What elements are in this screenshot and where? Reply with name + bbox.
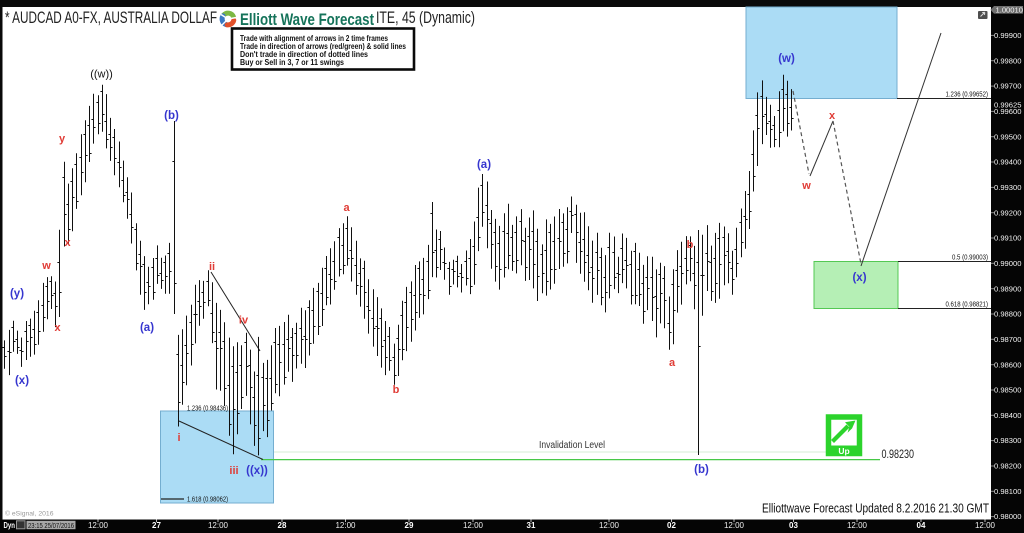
svg-text:0.99300: 0.99300: [994, 183, 1021, 192]
svg-text:0.99400: 0.99400: [994, 158, 1021, 167]
svg-text:w: w: [801, 180, 811, 192]
svg-text:i: i: [177, 432, 180, 444]
svg-text:1.236 (0.98436): 1.236 (0.98436): [187, 404, 228, 413]
svg-text:x: x: [54, 322, 61, 334]
svg-text:0.98100: 0.98100: [994, 487, 1021, 496]
svg-text:0.99625: 0.99625: [994, 101, 1021, 110]
svg-text:(y): (y): [10, 288, 24, 300]
svg-text:0.98500: 0.98500: [994, 386, 1021, 395]
svg-text:(x): (x): [852, 272, 866, 284]
svg-text:((w)): ((w)): [90, 69, 113, 81]
svg-text:12:00: 12:00: [847, 521, 868, 530]
svg-text:Don't trade in direction of do: Don't trade in direction of dotted lines: [240, 50, 368, 59]
svg-text:12:00: 12:00: [88, 521, 109, 530]
svg-text:0.98700: 0.98700: [994, 335, 1021, 344]
svg-text:0.618 (0.98821): 0.618 (0.98821): [946, 300, 989, 309]
svg-text:0.99100: 0.99100: [994, 234, 1021, 243]
svg-text:iii: iii: [229, 465, 238, 477]
svg-text:1.236 (0.99652): 1.236 (0.99652): [946, 90, 989, 99]
svg-text:12:00: 12:00: [599, 521, 620, 530]
svg-text:12:00: 12:00: [208, 521, 229, 530]
svg-text:27: 27: [152, 521, 161, 530]
svg-text:1.00010: 1.00010: [996, 6, 1023, 15]
svg-text:0.99200: 0.99200: [994, 208, 1021, 217]
svg-text:04: 04: [917, 521, 926, 530]
svg-text:(b): (b): [694, 464, 709, 476]
svg-text:0.98000: 0.98000: [994, 512, 1021, 521]
svg-text:ITE, 45 (Dynamic): ITE, 45 (Dynamic): [376, 9, 475, 27]
svg-text:1.618 (0.98062): 1.618 (0.98062): [187, 495, 228, 504]
svg-text:x: x: [829, 110, 836, 122]
svg-text:0.99500: 0.99500: [994, 132, 1021, 141]
svg-text:0.98300: 0.98300: [994, 436, 1021, 445]
svg-text:(w): (w): [778, 53, 795, 65]
svg-text:28: 28: [278, 521, 287, 530]
svg-text:0.98400: 0.98400: [994, 411, 1021, 420]
svg-text:0.98900: 0.98900: [994, 284, 1021, 293]
svg-text:(a): (a): [140, 322, 154, 334]
svg-text:* AUDCAD A0-FX, AUSTRALIA DOLL: * AUDCAD A0-FX, AUSTRALIA DOLLAF: [5, 9, 217, 27]
svg-text:© eSignal, 2016: © eSignal, 2016: [5, 510, 54, 518]
svg-text:Elliottwave Forecast Updated 8: Elliottwave Forecast Updated 8.2.2016 21…: [762, 502, 989, 516]
svg-text:a: a: [669, 357, 676, 369]
svg-text:(b): (b): [164, 110, 179, 122]
svg-text:31: 31: [527, 521, 536, 530]
svg-text:iv: iv: [239, 315, 249, 327]
svg-text:b: b: [393, 384, 400, 396]
svg-text:0.99600: 0.99600: [994, 107, 1021, 116]
svg-text:0.99800: 0.99800: [994, 56, 1021, 65]
svg-text:(a): (a): [477, 159, 491, 171]
svg-text:Invalidation Level: Invalidation Level: [539, 440, 605, 451]
svg-text:0.98230: 0.98230: [882, 447, 915, 461]
svg-text:12:00: 12:00: [463, 521, 484, 530]
svg-text:Elliott Wave Forecast: Elliott Wave Forecast: [240, 10, 374, 29]
svg-text:ii: ii: [209, 261, 215, 273]
svg-text:02: 02: [667, 521, 676, 530]
svg-text:0.5 (0.99003): 0.5 (0.99003): [952, 253, 988, 262]
svg-text:0.99900: 0.99900: [994, 31, 1021, 40]
svg-text:12:00: 12:00: [975, 521, 996, 530]
svg-text:x: x: [64, 237, 71, 249]
svg-text:Dyn: Dyn: [4, 521, 16, 530]
svg-text:0.98200: 0.98200: [994, 462, 1021, 471]
svg-text:0.99000: 0.99000: [994, 259, 1021, 268]
svg-text:03: 03: [789, 521, 798, 530]
svg-text:((x)): ((x)): [246, 465, 268, 477]
svg-text:Up: Up: [838, 446, 849, 456]
svg-text:0.99700: 0.99700: [994, 82, 1021, 91]
svg-text:y: y: [59, 133, 66, 145]
svg-text:Buy or Sell in 3, 7 or 11 swin: Buy or Sell in 3, 7 or 11 swings: [240, 58, 344, 67]
svg-text:23:15 25/07/2016: 23:15 25/07/2016: [28, 521, 74, 530]
svg-text:Trade with alignment of arrows: Trade with alignment of arrows in 2 time…: [240, 34, 388, 43]
svg-text:12:00: 12:00: [335, 521, 356, 530]
svg-text:Trade in direction of arrows (: Trade in direction of arrows (red/green)…: [240, 42, 406, 51]
svg-text:(x): (x): [15, 375, 29, 387]
svg-text:a: a: [343, 202, 350, 214]
svg-text:w: w: [41, 260, 51, 272]
svg-text:0.98800: 0.98800: [994, 310, 1021, 319]
svg-text:29: 29: [405, 521, 414, 530]
svg-text:0.98600: 0.98600: [994, 360, 1021, 369]
svg-text:b: b: [687, 239, 694, 251]
svg-text:12:00: 12:00: [724, 521, 745, 530]
